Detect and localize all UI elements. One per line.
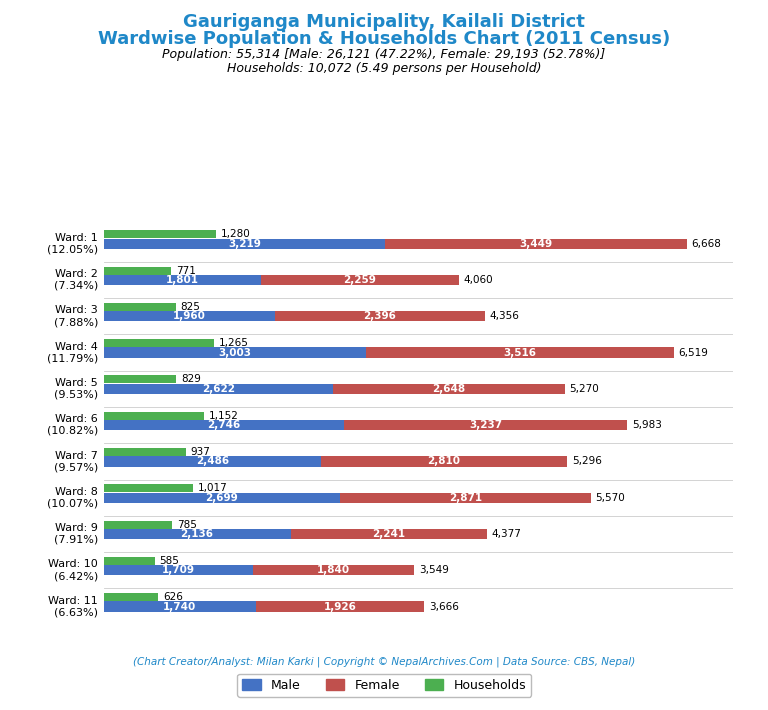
Text: 6,668: 6,668 (692, 239, 722, 248)
Legend: Male, Female, Households: Male, Female, Households (237, 674, 531, 697)
Text: 4,356: 4,356 (489, 311, 519, 321)
Bar (104, 239, 386, 248)
Text: Gauriganga Municipality, Kailali District: Gauriganga Municipality, Kailali Distric… (183, 13, 585, 31)
Text: 1,152: 1,152 (209, 410, 239, 421)
Bar (104, 230, 216, 239)
Text: 2,622: 2,622 (202, 384, 235, 394)
Bar (333, 384, 564, 394)
Text: 3,449: 3,449 (519, 239, 553, 248)
Bar (290, 529, 486, 539)
Text: 1,017: 1,017 (197, 484, 227, 493)
Text: 3,003: 3,003 (219, 348, 251, 358)
Bar (344, 420, 627, 430)
Bar (104, 266, 171, 275)
Text: 2,746: 2,746 (207, 420, 240, 430)
Text: 5,983: 5,983 (632, 420, 662, 430)
Bar (104, 484, 193, 492)
Bar (104, 303, 176, 311)
Bar (321, 457, 567, 466)
Bar (366, 347, 674, 358)
Bar (261, 275, 458, 285)
Text: 1,265: 1,265 (219, 338, 249, 348)
Text: 5,296: 5,296 (571, 457, 601, 466)
Text: 1,280: 1,280 (220, 229, 250, 239)
Bar (104, 420, 344, 430)
Text: 2,871: 2,871 (449, 493, 482, 503)
Bar (104, 384, 333, 394)
Bar (104, 347, 366, 358)
Text: Wardwise Population & Households Chart (2011 Census): Wardwise Population & Households Chart (… (98, 30, 670, 48)
Text: 937: 937 (190, 447, 210, 457)
Text: Households: 10,072 (5.49 persons per Household): Households: 10,072 (5.49 persons per Hou… (227, 62, 541, 75)
Bar (104, 493, 339, 503)
Bar (104, 412, 204, 420)
Text: 3,666: 3,666 (429, 601, 459, 611)
Text: 829: 829 (181, 374, 201, 384)
Bar (104, 557, 155, 565)
Text: 785: 785 (177, 520, 197, 530)
Text: 626: 626 (164, 592, 183, 602)
Text: 4,377: 4,377 (492, 529, 521, 539)
Bar (104, 593, 158, 601)
Text: 2,810: 2,810 (428, 457, 461, 466)
Text: Population: 55,314 [Male: 26,121 (47.22%), Female: 29,193 (52.78%)]: Population: 55,314 [Male: 26,121 (47.22%… (162, 48, 606, 61)
Text: 2,648: 2,648 (432, 384, 465, 394)
Text: 2,699: 2,699 (205, 493, 238, 503)
Bar (104, 601, 256, 611)
Bar (104, 457, 321, 466)
Bar (256, 601, 425, 611)
Bar (339, 493, 591, 503)
Bar (104, 311, 275, 322)
Text: 1,709: 1,709 (162, 565, 195, 575)
Text: 1,801: 1,801 (166, 275, 199, 285)
Bar (104, 520, 172, 528)
Text: 3,237: 3,237 (469, 420, 502, 430)
Text: 3,516: 3,516 (504, 348, 537, 358)
Text: 6,519: 6,519 (679, 348, 709, 358)
Text: 825: 825 (180, 302, 200, 312)
Text: 1,840: 1,840 (317, 565, 350, 575)
Bar (253, 565, 414, 575)
Text: 1,740: 1,740 (163, 601, 197, 611)
Bar (104, 376, 176, 383)
Text: 2,396: 2,396 (363, 311, 396, 321)
Text: 4,060: 4,060 (464, 275, 493, 285)
Text: 5,570: 5,570 (596, 493, 625, 503)
Text: 3,219: 3,219 (228, 239, 261, 248)
Text: 1,960: 1,960 (173, 311, 206, 321)
Text: 771: 771 (176, 266, 196, 275)
Bar (386, 239, 687, 248)
Text: 2,241: 2,241 (372, 529, 405, 539)
Text: 5,270: 5,270 (569, 384, 599, 394)
Bar (104, 565, 253, 575)
Bar (104, 448, 186, 456)
Bar (275, 311, 485, 322)
Bar (104, 339, 214, 347)
Text: 585: 585 (160, 556, 180, 566)
Text: 3,549: 3,549 (419, 565, 449, 575)
Text: 2,136: 2,136 (180, 529, 214, 539)
Text: 1,926: 1,926 (323, 601, 356, 611)
Text: 2,259: 2,259 (343, 275, 376, 285)
Bar (104, 529, 290, 539)
Text: 2,486: 2,486 (196, 457, 229, 466)
Bar (104, 275, 261, 285)
Text: (Chart Creator/Analyst: Milan Karki | Copyright © NepalArchives.Com | Data Sourc: (Chart Creator/Analyst: Milan Karki | Co… (133, 657, 635, 667)
